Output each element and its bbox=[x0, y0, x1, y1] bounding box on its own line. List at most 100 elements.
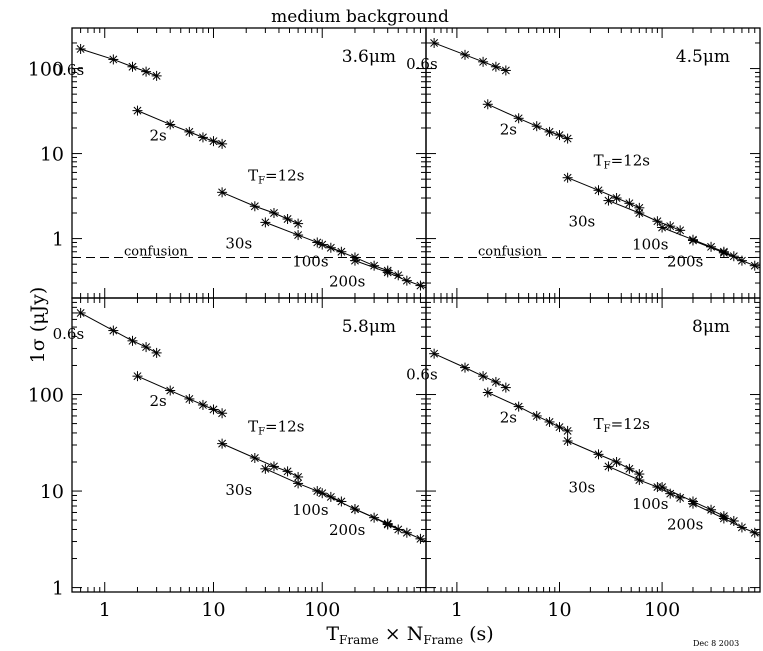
data-point bbox=[217, 138, 228, 149]
series-label: 100s bbox=[292, 253, 328, 271]
series-label: 200s bbox=[329, 273, 365, 291]
series-label: 30s bbox=[225, 481, 252, 499]
marker-stroke bbox=[185, 127, 194, 136]
series-label: 200s bbox=[667, 516, 703, 534]
marker-stroke bbox=[427, 539, 434, 546]
band-label: 3.6μm bbox=[342, 47, 396, 67]
x-tick-label: 10 bbox=[201, 599, 225, 621]
data-point bbox=[531, 121, 542, 132]
marker-stroke bbox=[729, 517, 738, 525]
data-point bbox=[736, 522, 747, 533]
marker-stroke bbox=[218, 439, 227, 448]
marker-stroke bbox=[394, 271, 403, 280]
y-tick-label: 100 bbox=[28, 385, 64, 407]
marker-stroke bbox=[294, 231, 303, 240]
series-label-sub: F bbox=[258, 427, 265, 438]
marker-stroke bbox=[612, 458, 621, 466]
confusion-label: confusion bbox=[124, 244, 188, 259]
data-point bbox=[336, 496, 347, 507]
data-point bbox=[141, 66, 152, 77]
date-stamp: Dec 8 2003 bbox=[693, 639, 739, 648]
marker-stroke bbox=[198, 133, 207, 142]
x-tick-label: 100 bbox=[304, 599, 340, 621]
marker-stroke bbox=[318, 489, 327, 498]
data-point bbox=[675, 225, 686, 236]
marker-stroke bbox=[109, 326, 118, 335]
data-point bbox=[268, 461, 279, 472]
marker-stroke bbox=[427, 286, 434, 293]
marker-stroke bbox=[218, 188, 227, 197]
band-label: 5.8μm bbox=[342, 317, 396, 337]
data-point bbox=[349, 504, 360, 515]
data-point bbox=[531, 410, 542, 421]
data-point bbox=[562, 425, 573, 436]
marker-stroke bbox=[461, 50, 469, 59]
marker-stroke bbox=[209, 137, 218, 146]
series-label: 30s bbox=[568, 478, 595, 496]
data-point bbox=[75, 43, 86, 54]
data-point bbox=[282, 466, 293, 477]
data-point bbox=[108, 325, 119, 336]
panel-frame bbox=[71, 297, 427, 593]
marker-stroke bbox=[128, 62, 137, 71]
data-point bbox=[544, 416, 555, 427]
data-point bbox=[718, 247, 729, 258]
data-group bbox=[75, 307, 434, 546]
marker-stroke bbox=[479, 57, 488, 66]
data-point bbox=[687, 235, 698, 246]
data-point bbox=[141, 342, 152, 353]
marker-stroke bbox=[313, 487, 322, 496]
series-label: 2s bbox=[500, 120, 517, 138]
data-point bbox=[127, 61, 138, 72]
data-point bbox=[184, 126, 195, 137]
marker-stroke bbox=[370, 261, 379, 270]
marker-stroke bbox=[430, 349, 439, 358]
x-tick-label: 1 bbox=[99, 599, 111, 621]
y-tick-label: 1 bbox=[52, 229, 64, 251]
data-point bbox=[749, 260, 760, 271]
data-point bbox=[624, 198, 635, 209]
data-point bbox=[393, 524, 404, 535]
data-point bbox=[260, 463, 271, 474]
data-point bbox=[634, 469, 645, 480]
data-group bbox=[426, 37, 760, 271]
marker-stroke bbox=[555, 423, 564, 432]
data-point bbox=[478, 56, 489, 67]
data-point bbox=[665, 221, 676, 232]
data-point bbox=[728, 515, 739, 526]
series-label: 200s bbox=[329, 521, 365, 539]
data-point bbox=[75, 307, 86, 318]
series-label-sub: F bbox=[604, 161, 611, 172]
marker-stroke bbox=[563, 134, 572, 143]
data-point bbox=[562, 172, 573, 183]
data-point bbox=[217, 438, 228, 449]
marker-stroke bbox=[563, 426, 572, 435]
marker-stroke bbox=[294, 472, 303, 481]
marker-stroke bbox=[294, 479, 303, 488]
data-point bbox=[513, 401, 524, 412]
marker-stroke bbox=[625, 464, 634, 473]
marker-stroke bbox=[133, 106, 142, 115]
data-point bbox=[282, 213, 293, 224]
marker-stroke bbox=[729, 252, 738, 261]
marker-stroke bbox=[612, 194, 621, 202]
marker-stroke bbox=[532, 411, 541, 420]
marker-stroke bbox=[658, 223, 667, 232]
marker-stroke bbox=[653, 217, 662, 226]
marker-stroke bbox=[283, 467, 292, 476]
data-point bbox=[675, 492, 686, 503]
marker-stroke bbox=[625, 199, 634, 208]
marker-stroke bbox=[261, 218, 270, 227]
series-label-sub: F bbox=[258, 175, 265, 186]
marker-stroke bbox=[270, 462, 278, 471]
series-label: 100s bbox=[632, 236, 668, 254]
data-point bbox=[624, 463, 635, 474]
data-point bbox=[293, 218, 304, 229]
series-label-rest: =12s bbox=[265, 166, 304, 184]
series-label-rest: =12s bbox=[611, 152, 650, 170]
series-label: 2s bbox=[149, 392, 166, 410]
series-line bbox=[487, 103, 568, 140]
data-point bbox=[208, 136, 219, 147]
marker-stroke bbox=[427, 539, 434, 546]
